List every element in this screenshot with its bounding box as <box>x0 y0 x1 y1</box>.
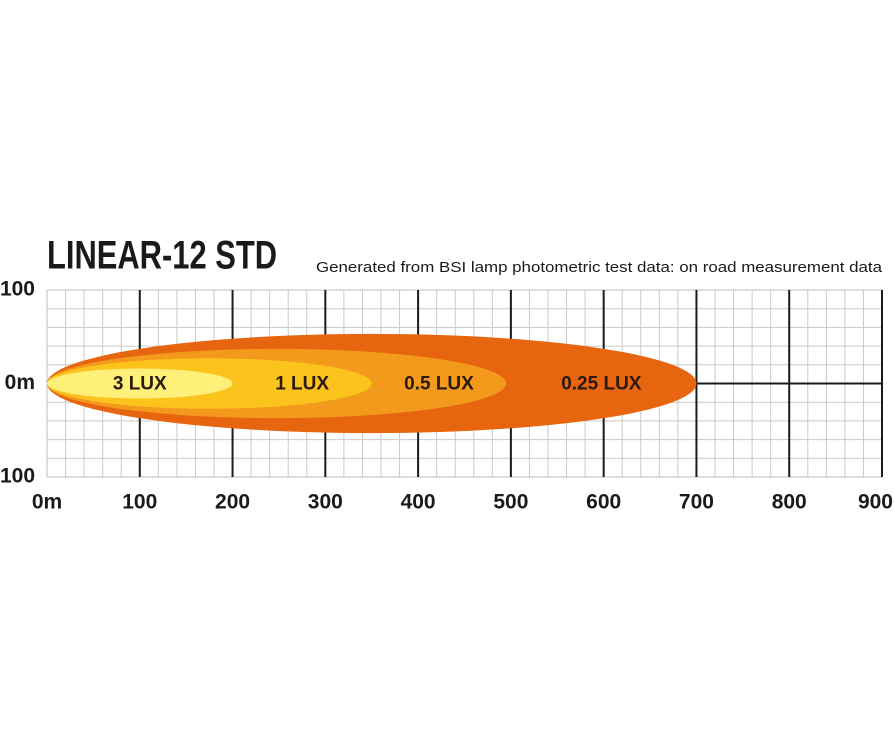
x-tick-label: 800 <box>772 491 807 514</box>
x-tick-label: 200 <box>215 491 250 514</box>
beam-zone <box>47 368 233 399</box>
x-tick-label: 300 <box>308 491 343 514</box>
chart-title: LINEAR-12 STD <box>47 234 277 278</box>
x-tick-label: 600 <box>586 491 621 514</box>
x-tick-label: 400 <box>401 491 436 514</box>
y-tick-label: 100 <box>0 278 35 301</box>
x-tick-label: 500 <box>493 491 528 514</box>
x-tick-label: 100 <box>122 491 157 514</box>
chart-subtitle: Generated from BSI lamp photometric test… <box>316 259 883 276</box>
x-tick-label: 700 <box>679 491 714 514</box>
zone-label: 1 LUX <box>275 374 329 395</box>
y-tick-label: 0m <box>5 371 35 394</box>
x-tick-label: 900 <box>858 491 893 514</box>
zone-label: 0.5 LUX <box>404 374 474 395</box>
zone-label: 3 LUX <box>113 374 167 395</box>
x-tick-label: 0m <box>32 491 62 514</box>
y-tick-label: -100 <box>0 465 35 488</box>
zone-label: 0.25 LUX <box>561 374 642 395</box>
